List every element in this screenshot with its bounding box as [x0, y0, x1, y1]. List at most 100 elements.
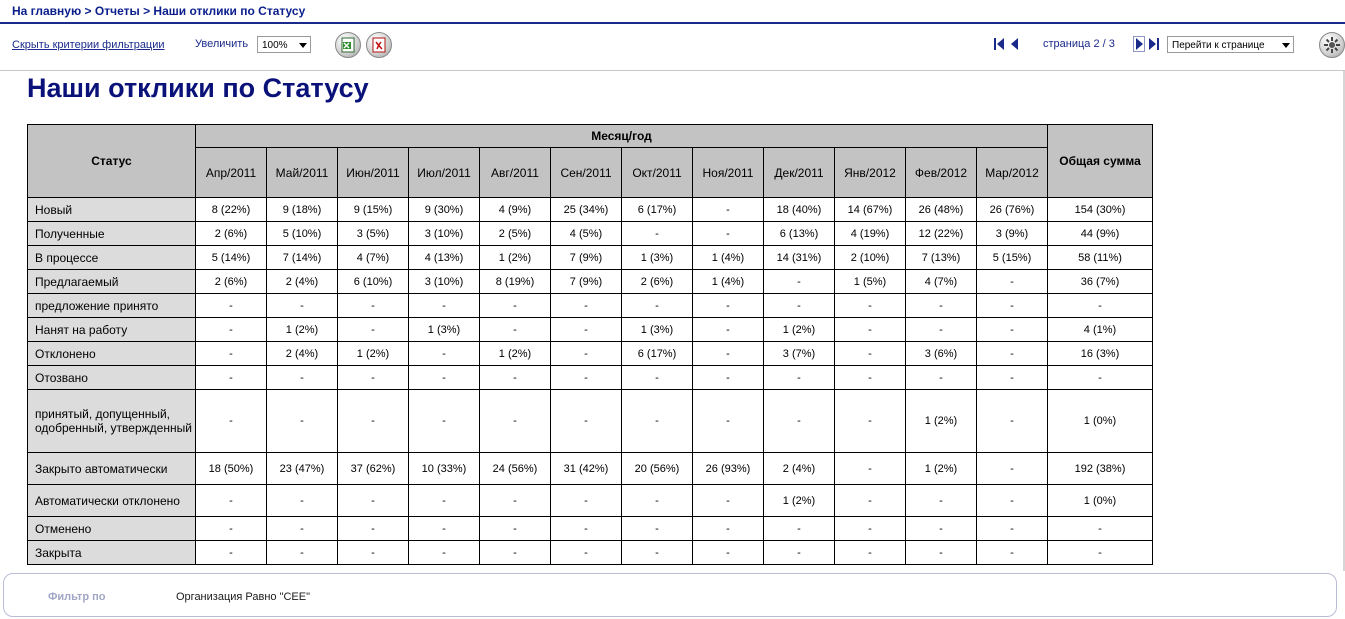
- value-cell: -: [550, 341, 622, 366]
- excel-export-button[interactable]: [335, 32, 361, 58]
- month-column-header: Июн/2011: [337, 147, 409, 198]
- total-cell: -: [1047, 293, 1153, 318]
- value-cell: -: [763, 389, 835, 453]
- value-cell: -: [905, 540, 977, 565]
- value-cell: -: [408, 341, 480, 366]
- value-cell: 1 (3%): [408, 317, 480, 342]
- status-header: Статус: [27, 124, 196, 198]
- value-cell: 6 (17%): [621, 341, 693, 366]
- value-cell: -: [479, 516, 551, 541]
- value-cell: -: [834, 540, 906, 565]
- value-cell: 8 (22%): [195, 197, 267, 222]
- settings-button[interactable]: [1319, 32, 1345, 58]
- value-cell: -: [976, 484, 1048, 517]
- value-cell: -: [550, 317, 622, 342]
- zoom-value: 100%: [262, 40, 288, 51]
- last-page-icon: [1149, 38, 1159, 50]
- value-cell: -: [905, 516, 977, 541]
- previous-page-icon: [1011, 38, 1018, 50]
- value-cell: 31 (42%): [550, 452, 622, 485]
- value-cell: -: [621, 293, 693, 318]
- report-body: Новый 8 (22%) 9 (18%) 9 (15%) 9 (30%) 4 (9%) 2…: [27, 197, 1153, 565]
- value-cell: -: [408, 540, 480, 565]
- zoom-select[interactable]: 100%: [257, 36, 311, 53]
- value-cell: 1 (3%): [621, 245, 693, 270]
- value-cell: 7 (13%): [905, 245, 977, 270]
- status-cell: Нанят на работу: [27, 317, 196, 342]
- value-cell: -: [266, 389, 338, 453]
- value-cell: -: [479, 317, 551, 342]
- value-cell: 1 (2%): [763, 317, 835, 342]
- breadcrumb-reports[interactable]: Отчеты: [94, 4, 140, 18]
- value-cell: 2 (4%): [266, 269, 338, 294]
- month-header: Месяц/год: [195, 124, 1048, 148]
- value-cell: 8 (19%): [479, 269, 551, 294]
- value-cell: 14 (31%): [763, 245, 835, 270]
- value-cell: -: [408, 516, 480, 541]
- status-cell: Отклонено: [27, 341, 196, 366]
- value-cell: 1 (2%): [266, 317, 338, 342]
- value-cell: -: [266, 365, 338, 390]
- status-cell: Закрыто автоматически: [27, 452, 196, 485]
- filter-label: Фильтр по: [48, 591, 106, 603]
- value-cell: 20 (56%): [621, 452, 693, 485]
- next-page-button[interactable]: [1133, 36, 1163, 52]
- next-page-icon: [1136, 38, 1143, 50]
- total-cell: -: [1047, 540, 1153, 565]
- value-cell: 4 (19%): [834, 221, 906, 246]
- value-cell: -: [550, 516, 622, 541]
- month-column-header: Мар/2012: [976, 147, 1048, 198]
- value-cell: -: [479, 540, 551, 565]
- value-cell: 9 (15%): [337, 197, 409, 222]
- value-cell: -: [195, 389, 267, 453]
- month-column-header: Окт/2011: [621, 147, 693, 198]
- value-cell: -: [834, 341, 906, 366]
- month-column-header: Фев/2012: [905, 147, 977, 198]
- table-row: Отменено - - - - - - - - - - - - -: [27, 516, 1153, 541]
- value-cell: -: [621, 484, 693, 517]
- value-cell: 26 (48%): [905, 197, 977, 222]
- first-page-icon: [994, 38, 1004, 50]
- pdf-export-button[interactable]: [366, 32, 392, 58]
- value-cell: 7 (9%): [550, 245, 622, 270]
- total-cell: 192 (38%): [1047, 452, 1153, 485]
- month-column-header: Июл/2011: [408, 147, 480, 198]
- value-cell: -: [976, 317, 1048, 342]
- value-cell: 37 (62%): [337, 452, 409, 485]
- goto-page-select[interactable]: Перейти к странице: [1167, 36, 1294, 53]
- breadcrumb: На главную > Отчеты > Наши отклики по Ст…: [12, 4, 305, 18]
- value-cell: -: [763, 269, 835, 294]
- table-row: Отозвано - - - - - - - - - - - - -: [27, 365, 1153, 390]
- breadcrumb-home[interactable]: На главную: [12, 4, 82, 18]
- breadcrumb-separator: >: [81, 4, 95, 18]
- report-viewer[interactable]: Наши отклики по Статусу Статус Месяц/год…: [0, 70, 1345, 572]
- value-cell: -: [834, 317, 906, 342]
- value-cell: -: [834, 484, 906, 517]
- value-cell: -: [195, 365, 267, 390]
- status-cell: принятый, допущенный, одобренный, утверж…: [27, 389, 196, 453]
- value-cell: 1 (2%): [905, 452, 977, 485]
- report-toolbar: Скрыть критерии фильтрации Увеличить 100…: [0, 26, 1345, 66]
- month-column-header: Май/2011: [266, 147, 338, 198]
- value-cell: -: [834, 365, 906, 390]
- value-cell: 7 (14%): [266, 245, 338, 270]
- value-cell: -: [195, 317, 267, 342]
- first-page-button[interactable]: [993, 36, 1021, 52]
- value-cell: 1 (2%): [479, 245, 551, 270]
- table-row: Закрыта - - - - - - - - - - - - -: [27, 540, 1153, 565]
- vertical-scrollbar[interactable]: [1343, 71, 1345, 571]
- goto-page-label: Перейти к странице: [1172, 40, 1265, 51]
- value-cell: -: [479, 293, 551, 318]
- value-cell: -: [479, 389, 551, 453]
- value-cell: -: [692, 540, 764, 565]
- value-cell: 1 (2%): [479, 341, 551, 366]
- value-cell: -: [692, 484, 764, 517]
- hide-filter-link[interactable]: Скрыть критерии фильтрации: [12, 39, 165, 51]
- month-column-header: Ноя/2011: [692, 147, 764, 198]
- total-cell: -: [1047, 516, 1153, 541]
- value-cell: 1 (4%): [692, 269, 764, 294]
- value-cell: 7 (9%): [550, 269, 622, 294]
- value-cell: -: [337, 389, 409, 453]
- total-cell: 36 (7%): [1047, 269, 1153, 294]
- month-column-header: Апр/2011: [195, 147, 267, 198]
